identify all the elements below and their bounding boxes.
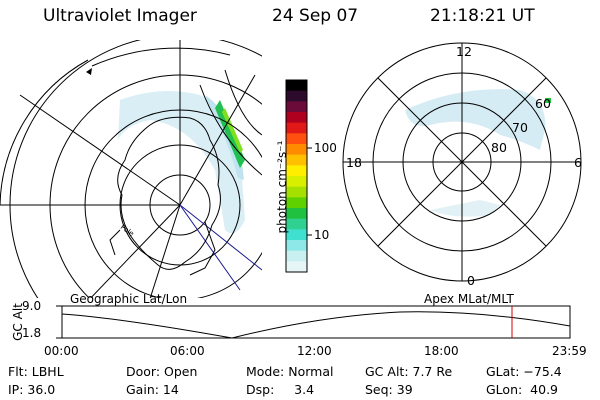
- door-status: Door: Open: [126, 364, 198, 379]
- gain-status: Gain: 14: [126, 382, 179, 397]
- aurora-emission-right: [405, 89, 551, 217]
- colorbar-band: [286, 208, 307, 220]
- colorbar-band: [286, 101, 307, 113]
- instrument-title: Ultraviolet Imager: [43, 6, 197, 26]
- date-label: 24 Sep 07: [272, 6, 359, 26]
- ip-status: IP: 36.0: [8, 382, 56, 397]
- dsp-status: Dsp: 3.4: [246, 382, 315, 397]
- mlt-label-0: 0: [467, 273, 475, 288]
- colorbar-band: [286, 250, 307, 262]
- continent-outline: [117, 116, 221, 270]
- mlt-label-12: 12: [456, 44, 472, 59]
- mlt-label-18: 18: [346, 155, 362, 170]
- altitude-ytick-high: 9.0: [22, 299, 42, 313]
- altitude-xtick-3: 18:00: [424, 344, 459, 358]
- place-label: Pole: [119, 223, 135, 238]
- altitude-xtick-0: 00:00: [44, 344, 79, 358]
- time-label: 21:18:21 UT: [430, 6, 535, 26]
- colorbar-tick-10: 10: [314, 228, 330, 242]
- altitude-plot-frame: [61, 305, 571, 339]
- altitude-ticks: [56, 305, 62, 339]
- colorbar-band: [286, 122, 307, 134]
- colorbar-band: [286, 261, 307, 273]
- north-marker-icon: [86, 68, 92, 75]
- altitude-ytick-low: 1.8: [22, 326, 42, 340]
- mlat-label-70: 70: [512, 120, 528, 135]
- geographic-map: Pole: [0, 40, 262, 298]
- aurora-emission-left: [118, 91, 245, 234]
- colorbar: [286, 80, 307, 273]
- gc-alt-status: GC Alt: 7.7 Re: [365, 364, 453, 379]
- mlat-label-60: 60: [535, 96, 551, 111]
- mlt-label-6: 6: [574, 155, 582, 170]
- altitude-xtick-4: 23:59: [552, 344, 587, 358]
- altitude-curve: [61, 311, 571, 339]
- colorbar-band: [286, 165, 307, 177]
- colorbar-band: [286, 240, 307, 252]
- altitude-xtick-2: 12:00: [297, 344, 332, 358]
- colorbar-band: [286, 154, 307, 166]
- mode-status: Mode: Normal: [246, 364, 334, 379]
- colorbar-band: [286, 90, 307, 102]
- magnetic-map: [342, 42, 582, 282]
- colorbar-unit-label: photon cm⁻²s⁻¹: [275, 140, 289, 234]
- colorbar-tick-100: 100: [314, 141, 337, 155]
- colorbar-band: [286, 229, 307, 241]
- colorbar-band: [286, 176, 307, 188]
- colorbar-band: [286, 80, 307, 92]
- colorbar-band: [286, 112, 307, 124]
- colorbar-band: [286, 133, 307, 145]
- glon-status: GLon: 40.9: [486, 382, 558, 397]
- filter-status: Flt: LBHL: [8, 364, 64, 379]
- altitude-xtick-1: 06:00: [170, 344, 205, 358]
- colorbar-band: [286, 197, 307, 209]
- right-map-label: Apex MLat/MLT: [424, 292, 514, 306]
- colorbar-band: [286, 186, 307, 198]
- seq-status: Seq: 39: [365, 382, 413, 397]
- colorbar-band: [286, 144, 307, 156]
- mlat-label-80: 80: [491, 140, 507, 155]
- colorbar-band: [286, 218, 307, 230]
- left-map-label: Geographic Lat/Lon: [70, 292, 188, 306]
- glat-status: GLat: −75.4: [486, 364, 562, 379]
